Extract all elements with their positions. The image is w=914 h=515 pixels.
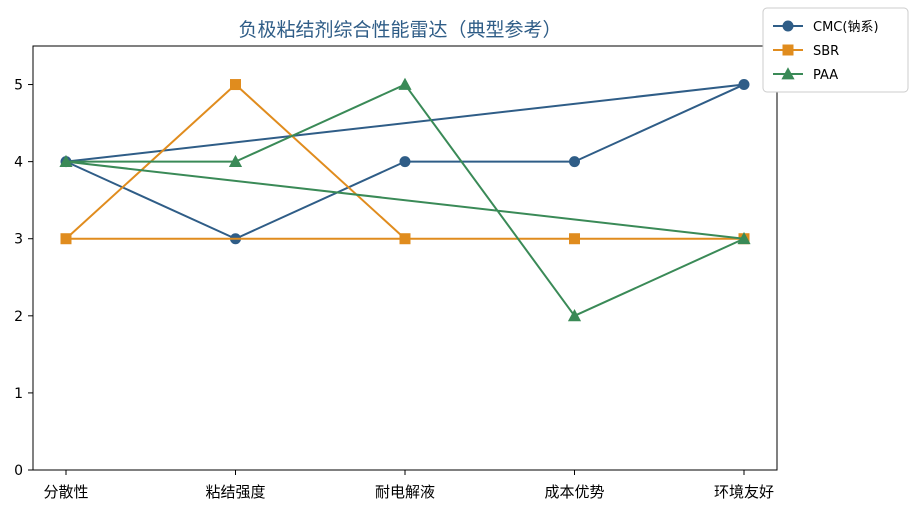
legend-label: SBR bbox=[813, 44, 839, 59]
data-point bbox=[230, 79, 241, 91]
series-line bbox=[65, 83, 745, 240]
data-point bbox=[569, 233, 580, 245]
y-tick-label: 3 bbox=[14, 232, 23, 248]
series-line bbox=[65, 83, 745, 317]
data-point bbox=[228, 154, 243, 168]
y-tick-label: 5 bbox=[14, 78, 23, 94]
legend: CMC(钠系) SBR PAA bbox=[762, 7, 909, 93]
plot-frame bbox=[32, 45, 778, 471]
x-tick-label: 分散性 bbox=[43, 483, 88, 501]
x-tick-label: 成本优势 bbox=[544, 483, 604, 501]
x-tick-label: 粘结强度 bbox=[205, 483, 265, 501]
data-point bbox=[399, 233, 411, 245]
legend-item: SBR bbox=[773, 44, 839, 59]
y-tick-label: 0 bbox=[14, 463, 23, 479]
legend-box bbox=[762, 7, 909, 93]
series-3 bbox=[59, 77, 751, 322]
data-point bbox=[399, 156, 411, 168]
legend-item: PAA bbox=[773, 67, 838, 83]
chart-title: 负极粘结剂综合性能雷达（典型参考） bbox=[238, 19, 561, 41]
plot-area: 0 1 2 3 4 5 分散性 粘结强度 耐电解液 成本优势 环境友好 bbox=[14, 45, 778, 501]
data-point bbox=[569, 156, 580, 168]
x-tick-label: 耐电解液 bbox=[375, 483, 435, 501]
legend-marker bbox=[781, 67, 795, 80]
y-tick-label: 4 bbox=[14, 155, 23, 171]
x-tick-label: 环境友好 bbox=[714, 483, 774, 501]
data-point bbox=[398, 77, 412, 90]
data-point bbox=[738, 79, 750, 91]
series-line bbox=[65, 83, 745, 240]
legend-marker bbox=[782, 20, 794, 32]
data-point bbox=[59, 154, 73, 168]
legend-label: PAA bbox=[813, 68, 838, 83]
y-tick-label: 2 bbox=[14, 309, 23, 325]
y-tick-label: 1 bbox=[14, 386, 23, 402]
data-point bbox=[567, 309, 582, 322]
data-point bbox=[60, 233, 72, 245]
data-point bbox=[737, 231, 751, 245]
legend-marker bbox=[782, 44, 794, 56]
legend-label: CMC(钠系) bbox=[813, 20, 879, 35]
legend-item: CMC(钠系) bbox=[773, 20, 879, 35]
